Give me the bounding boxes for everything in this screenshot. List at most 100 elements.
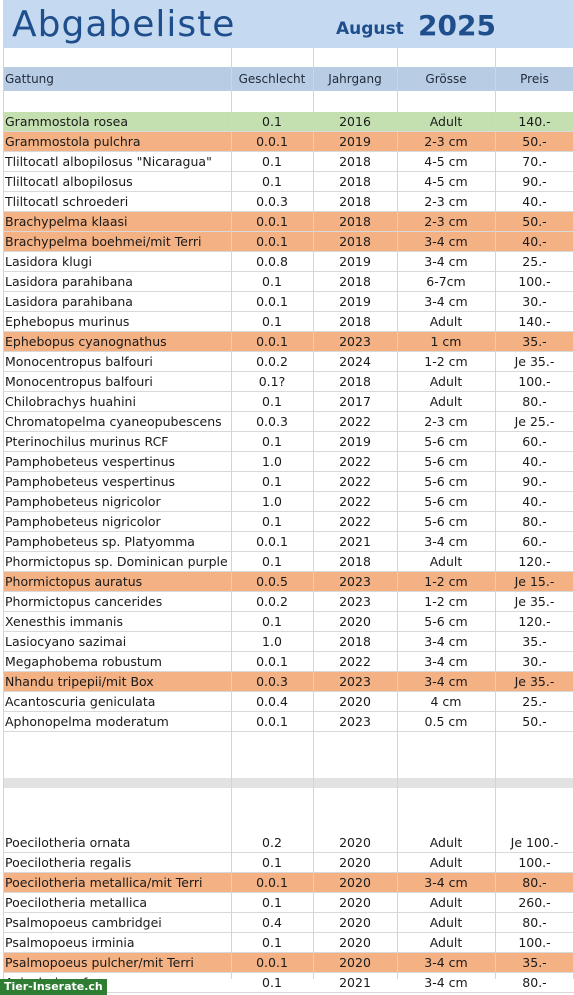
price-value: Je 35.- xyxy=(514,594,555,609)
species-name: Monocentropus balfouri xyxy=(5,374,153,389)
sex-value: 0.0.2 xyxy=(256,594,288,609)
species-name: Lasidora klugi xyxy=(5,254,93,269)
table-row: Lasidora klugi 0.0.8 2019 3-4 cm 25.- xyxy=(3,252,574,272)
sex-value: 0.1 xyxy=(262,314,282,329)
price-value: 60.- xyxy=(522,534,547,549)
species-name: Pamphobeteus nigricolor xyxy=(5,514,161,529)
price-value: Je 35.- xyxy=(514,354,555,369)
price-value: Je 15.- xyxy=(514,574,555,589)
price-value: 260.- xyxy=(518,895,551,910)
size-value: 5-6 cm xyxy=(424,454,468,469)
year-value: 2023 xyxy=(339,574,371,589)
species-name: Pamphobeteus sp. Platyomma xyxy=(5,534,195,549)
year-value: 2021 xyxy=(339,975,371,990)
year-value: 2022 xyxy=(339,654,371,669)
species-name: Poecilotheria metallica/mit Terri xyxy=(5,875,203,890)
year-value: 2018 xyxy=(339,194,371,209)
sex-value: 0.0.3 xyxy=(256,194,288,209)
sex-value: 0.1 xyxy=(262,154,282,169)
species-name: Nhandu tripepii/mit Box xyxy=(5,674,154,689)
price-value: 70.- xyxy=(522,154,547,169)
species-name: Brachypelma klaasi xyxy=(5,214,128,229)
price-value: 120.- xyxy=(518,614,551,629)
price-value: 60.- xyxy=(522,434,547,449)
table-row: Brachypelma klaasi 0.0.1 2018 2-3 cm 50.- xyxy=(3,212,574,232)
table-row: Poecilotheria metallica/mit Terri 0.0.1 20… xyxy=(3,873,574,893)
size-value: 3-4 cm xyxy=(424,955,468,970)
species-name: Tliltocatl albopilosus "Nicaragua" xyxy=(5,154,212,169)
size-value: 0.5 cm xyxy=(424,714,468,729)
year-value: 2017 xyxy=(339,394,371,409)
price-value: 140.- xyxy=(518,314,551,329)
table-row: Nhandu tripepii/mit Box 0.0.3 2023 3-4 cm Je… xyxy=(3,672,574,692)
table-row: Grammostola pulchra 0.0.1 2019 2-3 cm 50.- xyxy=(3,132,574,152)
sex-value: 0.4 xyxy=(262,915,282,930)
year-value: 2020 xyxy=(339,955,371,970)
table-row: Psalmopoeus pulcher/mit Terri 0.0.1 2020 3-… xyxy=(3,953,574,973)
table-row: Monocentropus balfouri 0.1? 2018 Adult 100.- xyxy=(3,372,574,392)
price-value: 25.- xyxy=(522,254,547,269)
sex-value: 0.1 xyxy=(262,514,282,529)
sex-value: 0.2 xyxy=(262,835,282,850)
size-value: 5-6 cm xyxy=(424,514,468,529)
species-name: Grammostola pulchra xyxy=(5,134,141,149)
sex-value: 0.1 xyxy=(262,554,282,569)
size-value: Adult xyxy=(429,895,463,910)
sex-value: 0.0.1 xyxy=(256,534,288,549)
year-value: 2018 xyxy=(339,554,371,569)
year-value: 2020 xyxy=(339,694,371,709)
year-value: 2023 xyxy=(339,334,371,349)
size-value: Adult xyxy=(429,114,463,129)
table-row: Aphonopelma moderatum 0.0.1 2023 0.5 cm 50.- xyxy=(3,712,574,732)
price-value: 80.- xyxy=(522,514,547,529)
species-name: Lasidora parahibana xyxy=(5,294,133,309)
table-row: Pamphobeteus nigricolor 0.1 2022 5-6 cm 80.- xyxy=(3,512,574,532)
size-value: Adult xyxy=(429,394,463,409)
year-value: 2020 xyxy=(339,614,371,629)
table-row: Grammostola rosea 0.1 2016 Adult 140.- xyxy=(3,112,574,132)
price-value: Je 35.- xyxy=(514,674,555,689)
sex-value: 0.1 xyxy=(262,434,282,449)
size-value: 5-6 cm xyxy=(424,494,468,509)
price-value: 30.- xyxy=(522,654,547,669)
price-value: 100.- xyxy=(518,374,551,389)
species-name: Pamphobeteus nigricolor xyxy=(5,494,161,509)
sex-value: 0.0.1 xyxy=(256,214,288,229)
table-row: Pamphobeteus nigricolor 1.0 2022 5-6 cm 40.- xyxy=(3,492,574,512)
year-value: 2019 xyxy=(339,254,371,269)
price-value: 100.- xyxy=(518,274,551,289)
size-value: 2-3 cm xyxy=(424,414,468,429)
size-value: 4 cm xyxy=(430,694,462,709)
species-name: Ephebopus cyanognathus xyxy=(5,334,167,349)
table-row: Poecilotheria metallica 0.1 2020 Adult 260.- xyxy=(3,893,574,913)
size-value: 3-4 cm xyxy=(424,875,468,890)
table-row: Pterinochilus murinus RCF 0.1 2019 5-6 cm 60… xyxy=(3,432,574,452)
size-value: 5-6 cm xyxy=(424,434,468,449)
species-name: Poecilotheria regalis xyxy=(5,855,132,870)
sex-value: 0.1 xyxy=(262,895,282,910)
table-row: Tliltocatl schroederi 0.0.3 2018 2-3 cm 40.- xyxy=(3,192,574,212)
price-value: 80.- xyxy=(522,975,547,990)
table-row: Lasiocyano sazimai 1.0 2018 3-4 cm 35.- xyxy=(3,632,574,652)
size-value: 2-3 cm xyxy=(424,194,468,209)
size-value: Adult xyxy=(429,835,463,850)
sex-value: 0.0.1 xyxy=(256,955,288,970)
species-name: Brachypelma boehmei/mit Terri xyxy=(5,234,202,249)
sex-value: 0.0.1 xyxy=(256,134,288,149)
species-name: Chilobrachys huahini xyxy=(5,394,136,409)
sex-value: 0.0.1 xyxy=(256,234,288,249)
table-row: Lasidora parahibana 0.1 2018 6-7cm 100.- xyxy=(3,272,574,292)
sex-value: 0.1 xyxy=(262,474,282,489)
species-name: Grammostola rosea xyxy=(5,114,129,129)
price-value: 30.- xyxy=(522,294,547,309)
sex-value: 0.1 xyxy=(262,935,282,950)
table-row: Psalmopoeus cambridgei 0.4 2020 Adult 80.- xyxy=(3,913,574,933)
table-row: Brachypelma boehmei/mit Terri 0.0.1 2018 3-… xyxy=(3,232,574,252)
year-value: 2018 xyxy=(339,154,371,169)
year-value: 2023 xyxy=(339,714,371,729)
size-value: 4-5 cm xyxy=(424,154,468,169)
size-value: 1-2 cm xyxy=(424,354,468,369)
page-title: Abgabeliste xyxy=(12,4,236,45)
sex-value: 1.0 xyxy=(262,634,282,649)
price-value: 35.- xyxy=(522,634,547,649)
